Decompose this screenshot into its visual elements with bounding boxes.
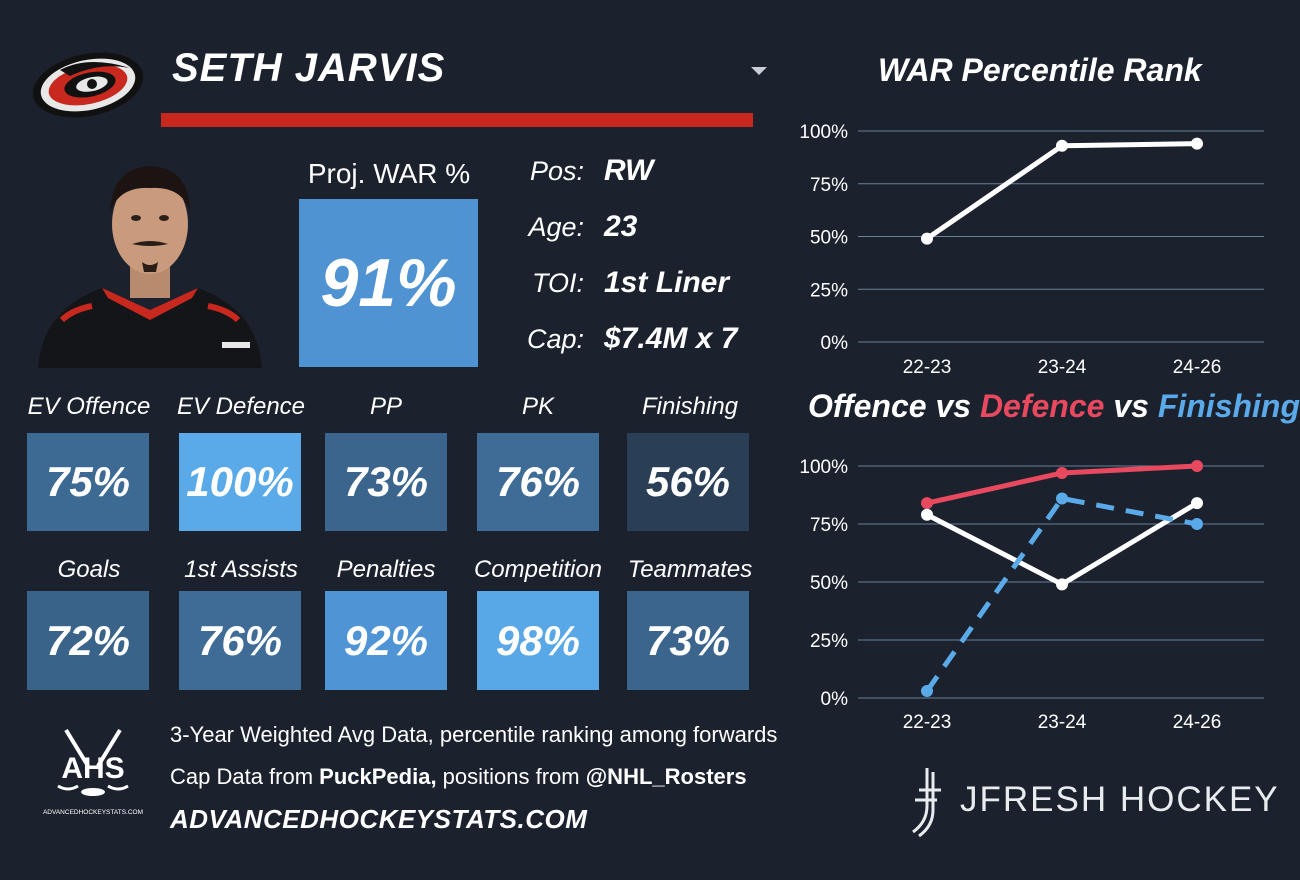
chart2-ytick-label: 25% xyxy=(810,631,848,652)
info-label-pos: Pos: xyxy=(529,156,584,186)
stat-value-ev-offence: 75% xyxy=(27,433,149,531)
stat-value-teammates: 73% xyxy=(627,591,749,690)
info-value-age: 23 xyxy=(604,210,638,243)
chart1-data-point xyxy=(921,232,933,245)
chart1-ytick-label: 0% xyxy=(821,333,849,354)
stat-label-competition: Competition xyxy=(473,556,603,583)
info-label-cap: Cap: xyxy=(526,324,584,354)
footer-source-pre: Cap Data from xyxy=(170,764,320,789)
stat-value-competition: 98% xyxy=(477,591,599,690)
jfresh-hockey-wordmark: JFRESH HOCKEY xyxy=(960,780,1280,819)
chart2-xtick-label: 23-24 xyxy=(1038,712,1087,733)
info-label-age: Age: xyxy=(528,212,584,242)
chart1-ytick-label: 100% xyxy=(799,122,848,143)
stat-value-finishing: 56% xyxy=(627,433,749,531)
ahs-logo-small-text: ADVANCEDHOCKEYSTATS.COM xyxy=(43,809,143,816)
chart2-xtick-label: 22-23 xyxy=(903,712,952,733)
chart2-title-defence: Defence xyxy=(979,388,1105,424)
nhl-rosters-link[interactable]: @NHL_Rosters xyxy=(585,764,747,789)
info-label-toi: TOI: xyxy=(531,268,584,298)
player-photo xyxy=(38,166,262,368)
ahs-logo-text: AHS xyxy=(61,752,124,785)
stat-value-ev-defence: 100% xyxy=(179,433,301,531)
chart2-title-offence: Offence xyxy=(808,388,927,424)
stat-label-pk: PK xyxy=(521,393,554,420)
chart1-xtick-label: 23-24 xyxy=(1038,357,1087,378)
chart2-data-point xyxy=(921,508,933,521)
stat-label-penalties: Penalties xyxy=(336,556,436,583)
stat-label-1st-assists: 1st Assists xyxy=(184,556,298,583)
chart2-ytick-label: 0% xyxy=(821,689,849,710)
ahs-logo: AHS ADVANCEDHOCKEYSTATS.COM xyxy=(43,728,143,816)
stat-label-pp: PP xyxy=(369,393,402,420)
caret-down-icon[interactable] xyxy=(748,60,770,80)
chart1-ytick-label: 75% xyxy=(810,175,848,196)
war-percentile-chart: 0% 25% 50% 75% 100% 22-23 23-24 24-26 xyxy=(799,122,1264,378)
stat-value-pk: 76% xyxy=(477,433,599,531)
proj-war-value: 91% xyxy=(299,199,478,367)
offence-defence-finishing-chart: 0% 25% 50% 75% 100% 22-23 23-24 24-26 xyxy=(799,457,1264,733)
chart2-data-point xyxy=(921,497,933,510)
stat-label-goals: Goals xyxy=(57,556,121,583)
stat-value-penalties: 92% xyxy=(325,591,447,690)
stat-label-ev-offence: EV Offence xyxy=(27,393,151,420)
chart1-ytick-label: 50% xyxy=(810,228,848,249)
footer-note-sources: Cap Data from PuckPedia, positions from … xyxy=(170,764,747,790)
puckpedia-link[interactable]: PuckPedia, xyxy=(319,764,437,789)
chart1-ytick-label: 25% xyxy=(810,280,848,301)
hurricanes-logo xyxy=(32,52,144,118)
stat-value-goals: 72% xyxy=(27,591,149,690)
stat-label-teammates: Teammates xyxy=(627,556,753,583)
chart1-xtick-label: 24-26 xyxy=(1173,357,1222,378)
proj-war-label: Proj. WAR % xyxy=(307,158,471,189)
chart2-ytick-label: 50% xyxy=(810,573,848,594)
chart2-data-point xyxy=(921,685,933,698)
chart2-xtick-label: 24-26 xyxy=(1173,712,1222,733)
chart2-title-vs1: vs xyxy=(926,388,980,424)
stat-value-1st-assists: 76% xyxy=(179,591,301,690)
chart2-ytick-label: 100% xyxy=(799,457,848,478)
advancedhockeystats-link[interactable]: ADVANCEDHOCKEYSTATS.COM xyxy=(170,804,588,834)
chart1-xtick-label: 22-23 xyxy=(903,357,952,378)
chart2-data-point xyxy=(1191,460,1203,472)
chart2-data-point xyxy=(1056,492,1068,505)
chart1-data-point xyxy=(1191,137,1203,150)
footer-source-mid: positions from xyxy=(436,764,586,789)
chart2-title-finishing: Finishing xyxy=(1157,388,1300,424)
footer-note-data: 3-Year Weighted Avg Data, percentile ran… xyxy=(170,722,778,747)
stat-label-ev-defence: EV Defence xyxy=(176,393,306,420)
player-name: SETH JARVIS xyxy=(172,46,446,90)
chart2-data-point xyxy=(1056,578,1068,591)
info-value-cap: $7.4M x 7 xyxy=(604,322,738,355)
stat-label-finishing: Finishing xyxy=(641,393,739,420)
chart2-data-point xyxy=(1056,466,1068,479)
chart2-title-vs2: vs xyxy=(1104,388,1158,424)
chart1-title: WAR Percentile Rank xyxy=(878,52,1202,88)
chart2-title: Offence vs Defence vs Finishing xyxy=(808,388,1300,425)
stat-value-pp: 73% xyxy=(325,433,447,531)
chart2-ytick-label: 75% xyxy=(810,515,848,536)
chart2-data-point xyxy=(1191,518,1203,530)
info-value-pos: RW xyxy=(604,154,654,187)
chart1-data-point xyxy=(1056,139,1068,152)
chart2-data-point xyxy=(1191,497,1203,510)
header-divider xyxy=(161,113,753,127)
info-value-toi: 1st Liner xyxy=(604,266,730,299)
chart1-series-line xyxy=(925,141,1198,241)
jfresh-logo-icon xyxy=(912,768,941,838)
